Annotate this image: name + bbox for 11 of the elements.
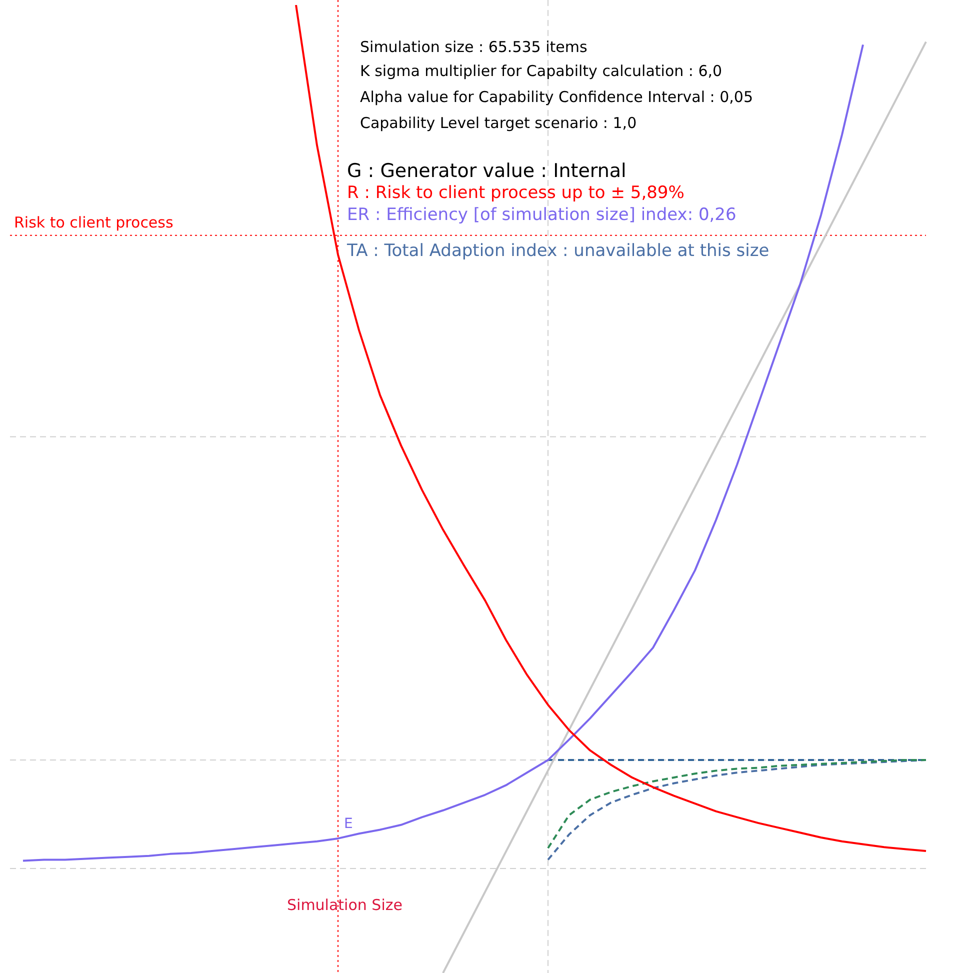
annotation: R : Risk to client process up to ± 5,89%	[347, 183, 684, 203]
annotation: ER : Efficiency [of simulation size] index: 0,26	[347, 205, 736, 225]
ref-line-label: Risk to client process	[14, 213, 174, 232]
annotation: Capability Level target scenario : 1,0	[360, 114, 637, 132]
annotation: K sigma multiplier for Capabilty calculation : 6,0	[360, 62, 722, 80]
annotation: TA : Total Adaption index : unavailable at this size	[347, 241, 770, 261]
annotation: Alpha value for Capability Confidence Interval : 0,05	[360, 88, 754, 106]
annotation: G : Generator value : Internal	[347, 160, 626, 182]
annotation: Simulation Size	[287, 896, 402, 914]
annotation: E	[344, 816, 353, 832]
annotation: Simulation size : 65.535 items	[360, 38, 588, 56]
